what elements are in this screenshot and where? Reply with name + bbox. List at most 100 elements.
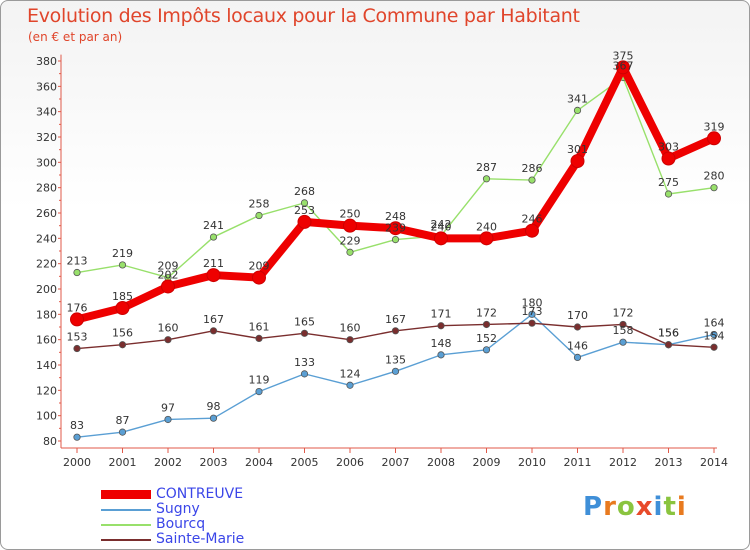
x-tick-label: 2005 (291, 456, 319, 469)
data-label: 240 (431, 220, 452, 233)
data-label: 219 (112, 247, 133, 260)
logo-letter: r (603, 492, 617, 522)
legend-label: CONTREUVE (156, 486, 244, 502)
data-label: 165 (294, 315, 315, 328)
chart-title: Evolution des Impôts locaux pour la Comm… (27, 5, 580, 27)
legend: CONTREUVE Sugny Bourcq Sainte-Marie (101, 487, 244, 547)
data-point (710, 330, 718, 339)
data-label: 135 (385, 353, 406, 366)
data-point (525, 223, 539, 238)
data-point (70, 312, 84, 327)
legend-swatch-bourcq (101, 523, 151, 526)
data-point (300, 199, 309, 207)
data-point (664, 341, 673, 349)
y-tick-label: 300 (36, 156, 57, 169)
data-label: 119 (249, 374, 270, 387)
data-label: 319 (704, 120, 725, 133)
data-label: 172 (476, 306, 497, 319)
data-label: 164 (704, 317, 725, 330)
data-label: 160 (340, 322, 361, 335)
legend-item-bourcq: Bourcq (101, 517, 244, 532)
data-point (664, 190, 673, 198)
data-label: 258 (249, 198, 270, 211)
data-point (209, 414, 218, 422)
data-label: 375 (613, 49, 634, 62)
legend-label: Sainte-Marie (156, 531, 245, 547)
data-point (206, 268, 221, 283)
data-label: 242 (431, 218, 452, 231)
x-tick-label: 2012 (609, 456, 637, 469)
y-tick-label: 220 (36, 258, 57, 271)
y-tick-label: 100 (36, 410, 57, 423)
data-label: 286 (522, 162, 543, 175)
data-point (573, 353, 582, 361)
data-point (482, 175, 491, 183)
x-tick-label: 2006 (336, 456, 364, 469)
data-label: 156 (658, 327, 679, 340)
data-point (73, 433, 81, 441)
data-label: 161 (249, 320, 270, 333)
logo-letter: x (635, 492, 654, 522)
data-point (619, 338, 627, 346)
data-label: 167 (203, 313, 224, 326)
data-label: 87 (116, 414, 130, 427)
x-tick-label: 2002 (154, 456, 182, 469)
data-label: 133 (294, 356, 315, 369)
data-point (255, 334, 263, 342)
data-point (346, 336, 354, 344)
data-label: 167 (385, 313, 406, 326)
data-point (437, 322, 445, 330)
x-tick-label: 2010 (518, 456, 546, 469)
data-point (255, 387, 263, 396)
data-label: 303 (658, 141, 679, 154)
data-label: 211 (203, 257, 224, 270)
data-label: 156 (112, 327, 133, 340)
y-tick-label: 120 (36, 384, 57, 397)
data-label: 171 (431, 308, 452, 321)
data-point (619, 320, 627, 329)
data-point (710, 184, 718, 192)
data-point (164, 336, 172, 344)
data-label: 253 (294, 204, 315, 217)
x-tick-label: 2009 (473, 456, 501, 469)
data-label: 170 (567, 309, 588, 322)
data-label: 229 (340, 234, 361, 247)
y-tick-label: 340 (36, 106, 57, 119)
logo-letter: i (676, 492, 687, 522)
data-point (479, 231, 494, 246)
data-label: 241 (203, 219, 224, 232)
data-label: 83 (70, 419, 84, 432)
y-tick-label: 180 (36, 308, 57, 321)
data-point (73, 344, 81, 353)
y-tick-label: 240 (36, 232, 57, 245)
logo-letter: t (663, 492, 677, 522)
data-label: 153 (67, 331, 88, 344)
data-point (73, 268, 81, 277)
data-point (391, 367, 400, 375)
x-tick-label: 2000 (63, 456, 91, 469)
data-label: 341 (567, 92, 588, 105)
legend-swatch-sugny (101, 508, 151, 511)
series-line-bourcq (76, 76, 715, 279)
data-point (437, 351, 445, 359)
logo-letter: P (583, 492, 604, 522)
legend-item-sugny: Sugny (101, 502, 244, 517)
data-label: 156 (658, 327, 679, 340)
y-tick-label: 380 (36, 55, 57, 68)
data-point (300, 370, 309, 378)
data-point (118, 341, 127, 349)
data-point (346, 248, 354, 256)
data-label: 250 (340, 208, 361, 221)
data-label: 240 (476, 220, 497, 233)
chart-subtitle: (en € et par an) (28, 30, 123, 44)
data-point (209, 233, 218, 241)
legend-label: Bourcq (156, 516, 206, 532)
proxiti-logo: Proxiti (583, 492, 687, 522)
data-label: 124 (340, 367, 361, 380)
data-point (391, 327, 400, 335)
data-point (391, 236, 400, 244)
data-point (573, 106, 582, 115)
data-label: 213 (67, 255, 88, 268)
y-tick-label: 200 (36, 283, 57, 296)
